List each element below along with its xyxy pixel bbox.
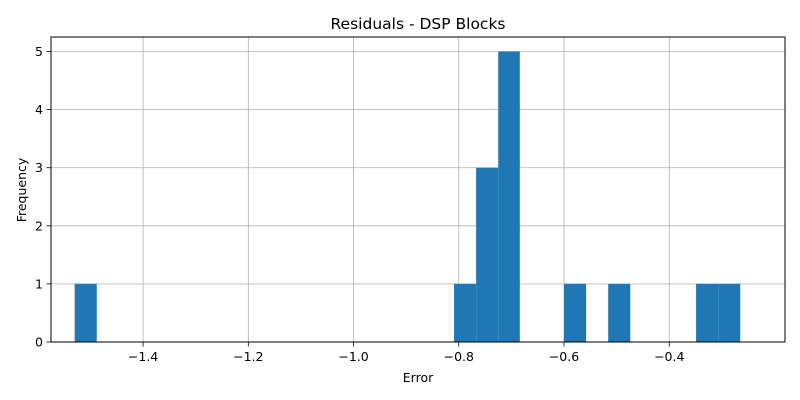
histogram-bar	[718, 283, 741, 342]
y-axis-title: Frequency	[14, 157, 29, 222]
histogram-bar	[564, 283, 587, 342]
x-tick-label: −1.0	[338, 349, 368, 364]
chart-title: Residuals - DSP Blocks	[330, 15, 505, 33]
x-tick-label: −1.2	[233, 349, 263, 364]
grid-lines	[51, 37, 785, 343]
x-axis-ticks: −1.4 −1.2 −1.0 −0.8 −0.6 −0.4	[128, 342, 684, 364]
x-tick-label: −0.6	[549, 349, 579, 364]
histogram-bar	[498, 51, 520, 343]
y-tick-label: 5	[35, 44, 43, 59]
y-tick-label: 1	[35, 276, 43, 291]
x-tick-label: −0.8	[444, 349, 474, 364]
histogram-bar	[608, 283, 631, 342]
y-tick-label: 4	[35, 102, 43, 117]
x-tick-label: −1.4	[128, 349, 158, 364]
plot-area-frame	[50, 36, 786, 343]
histogram-bar	[454, 283, 477, 342]
y-axis-ticks: 0 1 2 3 4 5	[35, 44, 51, 350]
y-tick-label: 2	[35, 218, 43, 233]
histogram-bar	[696, 283, 719, 342]
y-tick-label: 3	[35, 160, 43, 175]
y-tick-label: 0	[35, 335, 43, 350]
histogram-bars	[74, 51, 741, 343]
x-tick-label: −0.4	[654, 349, 684, 364]
histogram-bar	[476, 167, 499, 342]
x-axis-title: Error	[403, 370, 434, 385]
histogram-bar	[74, 283, 97, 342]
